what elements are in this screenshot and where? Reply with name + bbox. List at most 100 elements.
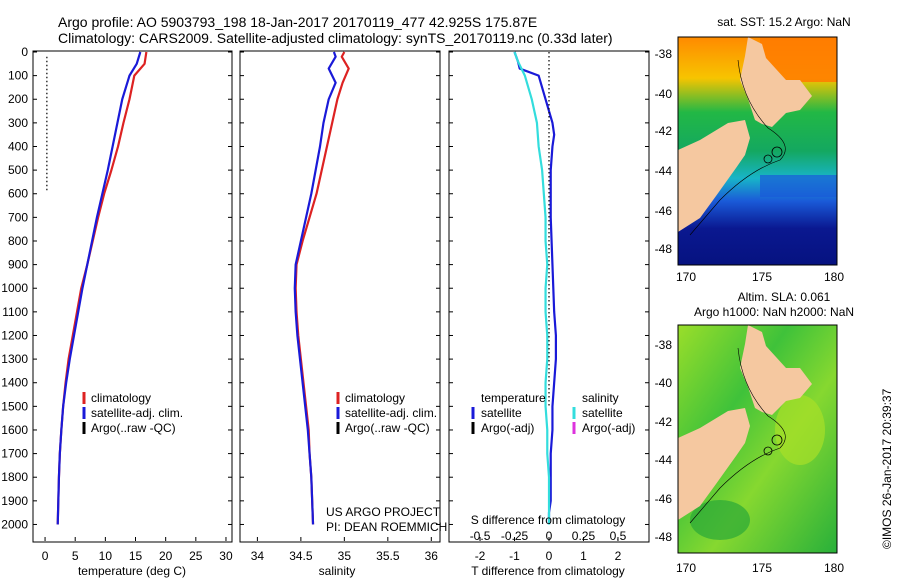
sla-map-x-ticks: 170 175 180 bbox=[676, 561, 844, 575]
north-island-land bbox=[740, 37, 812, 127]
x-tick-label: 34.5 bbox=[289, 549, 313, 563]
sst-lon-tick: 180 bbox=[824, 270, 844, 284]
s-diff-tick-label: 0.25 bbox=[572, 529, 596, 543]
x-tick-label: 15 bbox=[129, 549, 143, 563]
sst-lat-tick: -46 bbox=[655, 204, 673, 218]
south-island-land bbox=[678, 120, 750, 232]
s-diff-tick-label: 0 bbox=[546, 529, 553, 543]
salinity-satellite-line bbox=[513, 51, 551, 525]
float-position-marker bbox=[771, 146, 783, 158]
legend-satellite-label: satellite-adj. clim. bbox=[91, 406, 183, 420]
sla-lon-tick: 170 bbox=[676, 561, 696, 575]
sst-lat-tick: -42 bbox=[655, 124, 673, 138]
sst-map bbox=[677, 36, 838, 266]
satellite-adj-clim-line bbox=[293, 51, 337, 525]
t-difference-axis-label: T difference from climatology bbox=[471, 564, 625, 578]
legend-argo-label: Argo(..raw -QC) bbox=[91, 421, 176, 435]
depth-tick-label: 900 bbox=[8, 258, 28, 272]
temperature-panel-frame bbox=[32, 50, 233, 543]
legend-climatology-label: climatology bbox=[91, 391, 151, 405]
x-tick-label: 34 bbox=[251, 549, 265, 563]
sla-lon-tick: 175 bbox=[752, 561, 772, 575]
legend-s-satellite-label: satellite bbox=[582, 406, 623, 420]
x-tick-label: 0 bbox=[546, 549, 553, 563]
temperature-legend: climatology satellite-adj. clim. Argo(..… bbox=[82, 391, 183, 435]
depth-tick-label: 1900 bbox=[1, 494, 28, 508]
sla-map-frame bbox=[677, 324, 838, 554]
climatology-line bbox=[56, 51, 148, 525]
x-tick-label: 5 bbox=[72, 549, 79, 563]
legend-temperature-title: temperature bbox=[481, 391, 546, 405]
legend-t-argo-label: Argo(-adj) bbox=[481, 421, 534, 435]
legend-climatology-label: climatology bbox=[345, 391, 405, 405]
figure-title-line2: Climatology: CARS2009. Satellite-adjuste… bbox=[58, 30, 613, 46]
depth-axis: 0 100 200 300 400 500 600 700 800 900 1000 1100 1200… bbox=[1, 45, 28, 531]
sla-anomaly-patch bbox=[775, 395, 825, 465]
temperature-satellite-line bbox=[513, 51, 557, 525]
satellite-adj-clim-line bbox=[56, 51, 142, 525]
x-tick-label: 36 bbox=[425, 549, 439, 563]
x-tick-label: -1 bbox=[509, 549, 520, 563]
depth-tick-label: 1000 bbox=[1, 281, 28, 295]
depth-tick-label: 1700 bbox=[1, 447, 28, 461]
x-tick-label: 35.5 bbox=[376, 549, 400, 563]
depth-tick-label: 700 bbox=[8, 210, 28, 224]
salinity-axis-label: salinity bbox=[319, 564, 356, 578]
s-diff-tick-label: -0.25 bbox=[501, 529, 529, 543]
x-tick-label: 1 bbox=[580, 549, 587, 563]
sla-lat-tick: -42 bbox=[655, 415, 673, 429]
sst-lat-tick: -48 bbox=[655, 242, 673, 256]
depth-tick-label: 1200 bbox=[1, 328, 28, 342]
depth-tick-label: 1500 bbox=[1, 399, 28, 413]
sst-map-x-ticks: 170 175 180 bbox=[676, 270, 844, 284]
x-tick-label: 35 bbox=[338, 549, 352, 563]
sla-map-y-ticks: -38 -40 -42 -44 -46 -48 bbox=[655, 338, 673, 544]
sla-lon-tick: 180 bbox=[824, 561, 844, 575]
depth-tick-label: 1300 bbox=[1, 352, 28, 366]
difference-legend: temperature salinity satellite Argo(-adj… bbox=[471, 391, 635, 435]
depth-tick-label: 1400 bbox=[1, 376, 28, 390]
s-difference-label: S difference from climatology bbox=[471, 513, 626, 527]
climatology-line bbox=[294, 51, 350, 525]
x-tick-label: 30 bbox=[219, 549, 233, 563]
depth-tick-label: 0 bbox=[21, 45, 28, 59]
sla-map-title-line1: Altim. SLA: 0.061 bbox=[738, 290, 831, 304]
sla-lat-tick: -46 bbox=[655, 492, 673, 506]
legend-argo-label: Argo(..raw -QC) bbox=[345, 421, 430, 435]
sst-cool-patch bbox=[760, 175, 837, 197]
depth-tick-label: 800 bbox=[8, 234, 28, 248]
depth-tick-label: 2000 bbox=[1, 517, 28, 531]
legend-satellite-label: satellite-adj. clim. bbox=[345, 406, 437, 420]
x-tick-label: 0 bbox=[42, 549, 49, 563]
depth-tick-label: 1800 bbox=[1, 470, 28, 484]
salinity-legend: climatology satellite-adj. clim. Argo(..… bbox=[336, 391, 437, 435]
s-diff-tick-label: 0.5 bbox=[610, 529, 627, 543]
sst-lon-tick: 170 bbox=[676, 270, 696, 284]
depth-tick-label: 600 bbox=[8, 187, 28, 201]
depth-tick-label: 200 bbox=[8, 92, 28, 106]
north-island-land bbox=[740, 325, 812, 415]
temperature-axis-label: temperature (deg C) bbox=[78, 564, 186, 578]
float-position-marker bbox=[771, 434, 783, 446]
x-tick-label: 20 bbox=[159, 549, 173, 563]
depth-tick-label: 100 bbox=[8, 69, 28, 83]
sst-map-y-ticks: -38 -40 -42 -44 -46 -48 bbox=[655, 47, 673, 256]
pi-annotation: PI: DEAN ROEMMICH bbox=[326, 520, 447, 534]
project-annotation: US ARGO PROJECT bbox=[326, 505, 441, 519]
depth-tick-label: 1100 bbox=[2, 305, 28, 319]
depth-tick-label: 1600 bbox=[1, 423, 28, 437]
sla-anomaly-patch bbox=[690, 500, 750, 540]
sla-lat-tick: -44 bbox=[655, 453, 673, 467]
legend-s-argo-label: Argo(-adj) bbox=[582, 421, 635, 435]
float-position-marker-2 bbox=[763, 446, 773, 456]
sst-lat-tick: -38 bbox=[655, 47, 673, 61]
depth-tick-label: 500 bbox=[8, 163, 28, 177]
x-tick-label: 25 bbox=[189, 549, 203, 563]
sla-lat-tick: -48 bbox=[655, 530, 673, 544]
sst-lat-tick: -40 bbox=[655, 87, 673, 101]
sst-map-title: sat. SST: 15.2 Argo: NaN bbox=[717, 15, 850, 29]
sla-map bbox=[677, 324, 838, 554]
salinity-panel-frame bbox=[239, 50, 441, 543]
imos-credit: ©IMOS 26-Jan-2017 20:39:37 bbox=[880, 388, 894, 549]
salinity-profile-chart: 34 34.5 35 35.5 36 bbox=[240, 51, 440, 563]
